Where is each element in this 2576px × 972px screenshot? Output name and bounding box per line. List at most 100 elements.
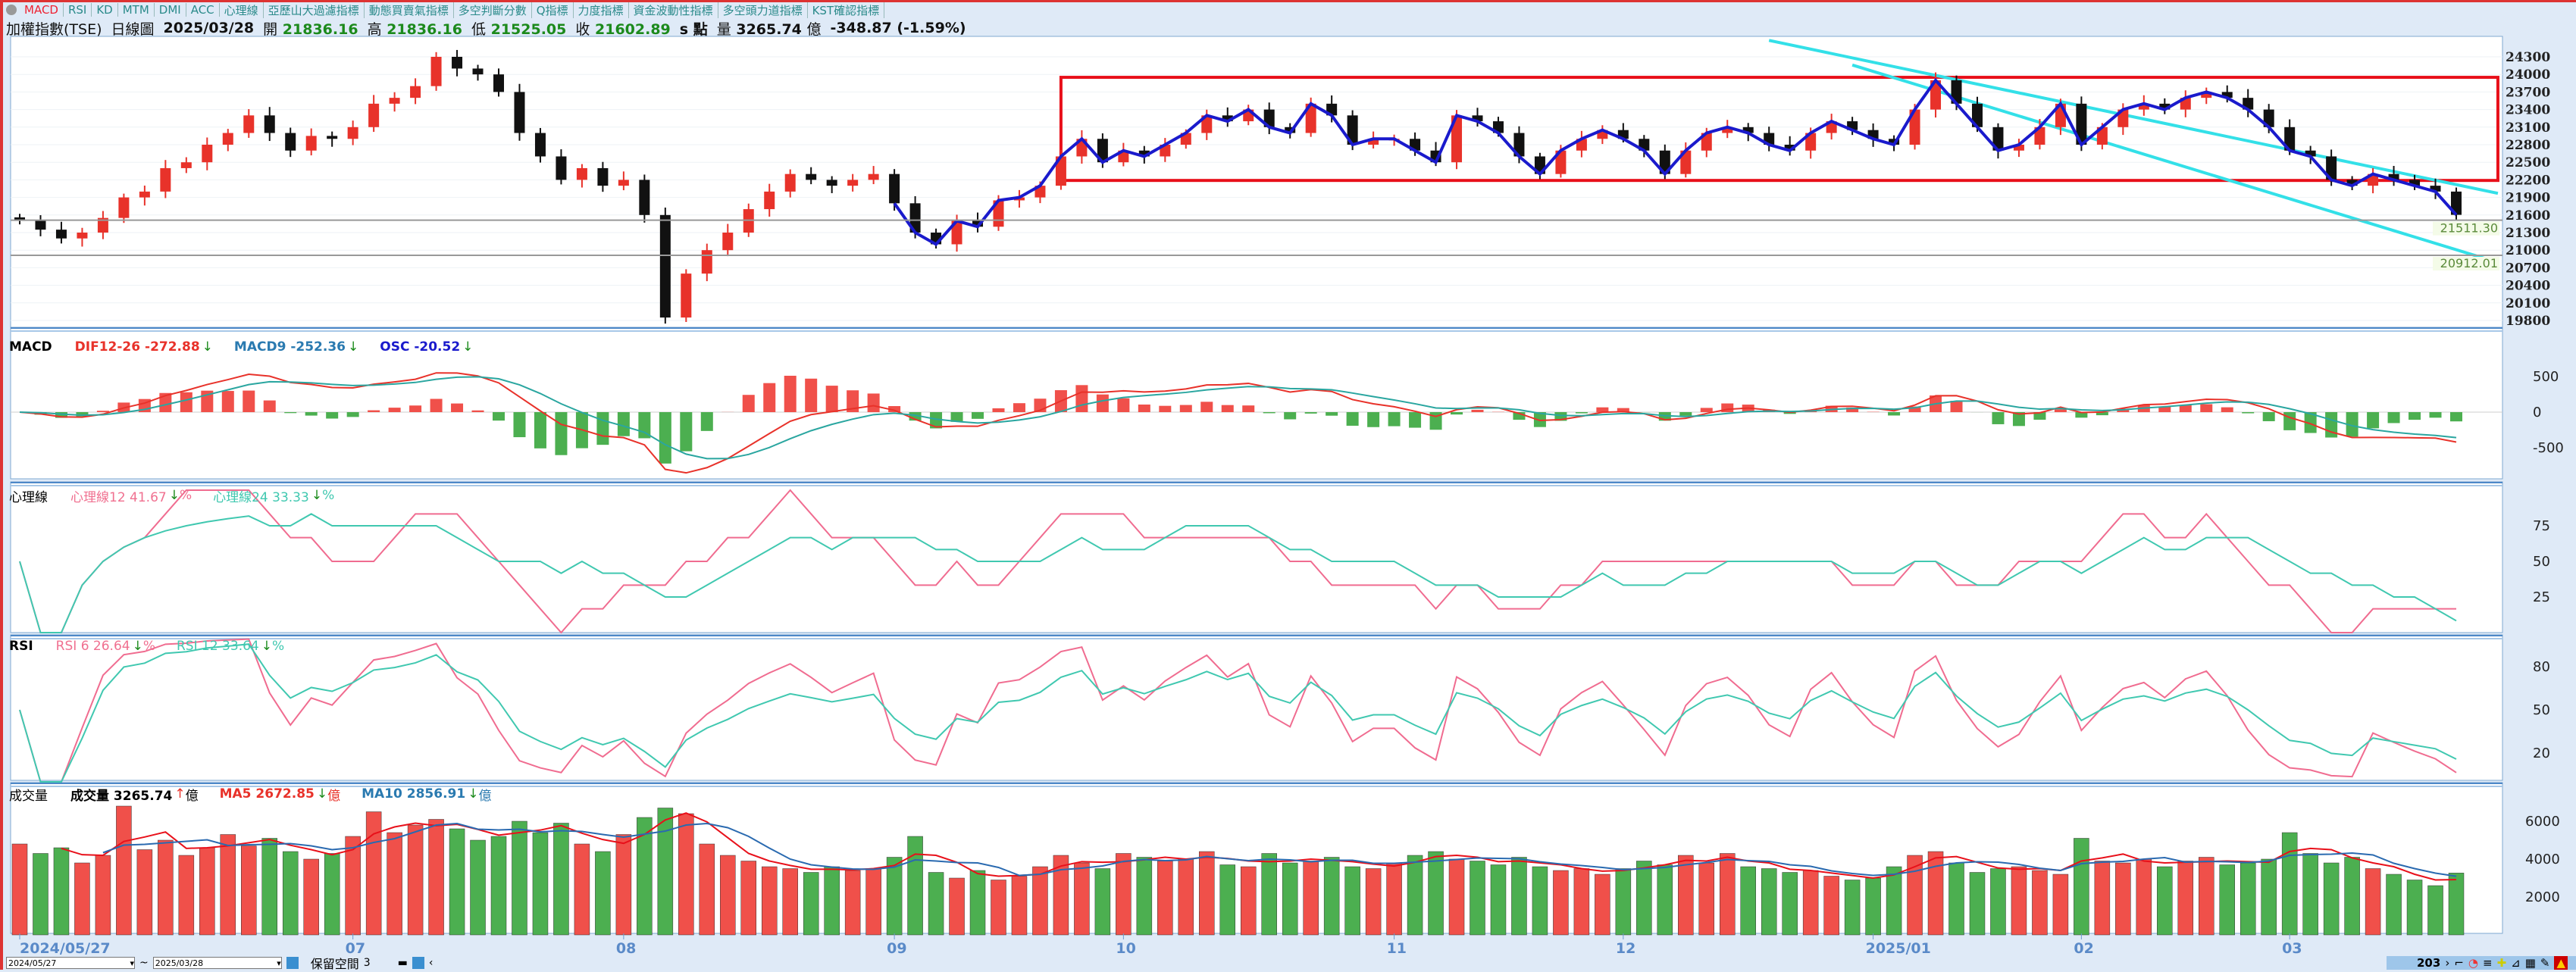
macd-osc-bar [701,412,713,431]
rsi-tick-label: 80 [2533,659,2550,675]
volume-bar [2220,865,2235,936]
pan-icon[interactable]: ≡ [2483,956,2493,970]
volume-bar [12,844,27,935]
percent-unit: % [272,639,284,654]
to-date-select[interactable]: 2025/03/28▾ [153,957,282,969]
candle [264,115,275,133]
volume-bar [95,855,111,935]
candle [348,127,358,139]
volume-bar [1949,863,1964,935]
volume-bar [221,835,236,936]
to-date-value: 2025/03/28 [155,958,203,968]
volume-bar [1220,865,1235,936]
volume-bar [1720,854,1735,936]
volume-bar [1657,865,1673,936]
macd-osc-bar [1347,412,1359,426]
volume-bar [33,854,48,936]
volume-bar [887,858,902,936]
volume-bar [616,835,631,936]
macd-osc-bar [1242,405,1254,412]
volume-bar [1761,869,1776,936]
volume-bar [1387,863,1402,935]
macd-osc-bar [1888,412,1900,415]
right-toolbar: 203 › ⌐ ◔ ≡ ✚ ⊿ ▦ ✎ ▲ [2387,956,2576,970]
volume-bar [449,829,465,935]
volume-bar [783,869,798,936]
macd-osc-bar [1679,412,1692,416]
keep-space-label: 保留空間 [311,954,359,972]
panel-bg [11,635,2502,780]
volume-unit: 億 [186,785,199,804]
volume-bar [116,806,131,935]
volume-bar [199,848,214,935]
dropdown-icon: ▾ [130,958,134,968]
volume-bar [1407,855,1423,935]
psy24-value: 心理線24 33.33 [213,486,309,505]
macd-osc-bar [1992,412,2004,424]
clock-icon[interactable]: ◔ [2468,956,2478,970]
macd-osc-bar [2200,405,2212,412]
volume-bar [2053,874,2068,935]
candle [56,230,67,239]
macd-osc-bar [2221,408,2233,412]
macd-osc-bar [1326,412,1338,416]
crosshair-icon[interactable]: ⌐ [2454,956,2464,970]
plus-icon[interactable]: ✚ [2497,956,2507,970]
macd-osc-value: OSC -20.52 [380,339,460,355]
grid-icon[interactable]: ▦ [2525,956,2536,970]
volume-legend-value: 成交量 3265.74 [70,785,172,804]
apply-range-button[interactable] [286,957,299,969]
pen-icon[interactable]: ✎ [2540,956,2550,970]
volume-bar [1262,854,1277,936]
macd-tick-label: 500 [2533,369,2559,385]
macd-osc-bar [1200,402,1213,412]
candle [785,174,796,192]
macd-osc-bar [1305,412,1317,414]
volume-bar [762,867,777,935]
from-date-select[interactable]: 2024/05/27▾ [6,957,135,969]
volume-bar [1116,854,1131,936]
bottom-toolbar: 2024/05/27▾ ~ 2025/03/28▾ 保留空間 3 ▬ ‹ [6,956,916,970]
volume-bar [720,855,735,935]
macd-osc-bar [596,412,609,445]
volume-bar [366,812,381,936]
chevron-left-icon[interactable]: ‹ [429,957,434,969]
volume-bar [1678,855,1693,935]
volume-tick-label: 2000 [2525,889,2560,905]
chevron-right-icon[interactable]: › [2445,956,2449,970]
volume-bar [553,824,568,936]
keep-space-value[interactable]: 3 [364,957,371,969]
range-tilde: ~ [139,957,149,969]
percent-unit: % [143,639,155,654]
macd-osc-bar [2367,412,2379,428]
candle [493,74,504,92]
zoom-out-icon[interactable]: ▬ [398,957,408,969]
price-tick-label: 23100 [2506,120,2550,136]
macd-osc-bar [1451,412,1463,414]
macd-osc-bar [743,395,755,412]
candle [702,250,712,273]
volume-bar [1491,865,1506,936]
volume-bar [1282,863,1297,935]
macd-osc-bar [972,412,984,419]
macd-osc-bar [659,412,671,464]
volume-bar [803,873,818,936]
macd-osc-bar [97,411,109,412]
date-tick-label: 12 [1616,940,1635,957]
candle [847,180,858,186]
macd-osc-bar [389,408,401,412]
draw-icon[interactable]: ⊿ [2511,956,2521,970]
volume-bar [1137,858,1152,936]
price-tick-label: 21000 [2506,243,2550,258]
scroll-button[interactable] [412,957,424,969]
volume-bar [491,836,506,935]
macd-osc-bar [368,411,380,412]
volume-bar [1511,858,1526,936]
volume-bar [2365,869,2380,936]
volume-bar [2324,863,2339,935]
volume-bar [1866,878,1881,935]
macd-tick-label: 0 [2533,405,2541,420]
alert-icon[interactable]: ▲ [2554,956,2568,970]
macd-osc-bar [493,412,505,420]
